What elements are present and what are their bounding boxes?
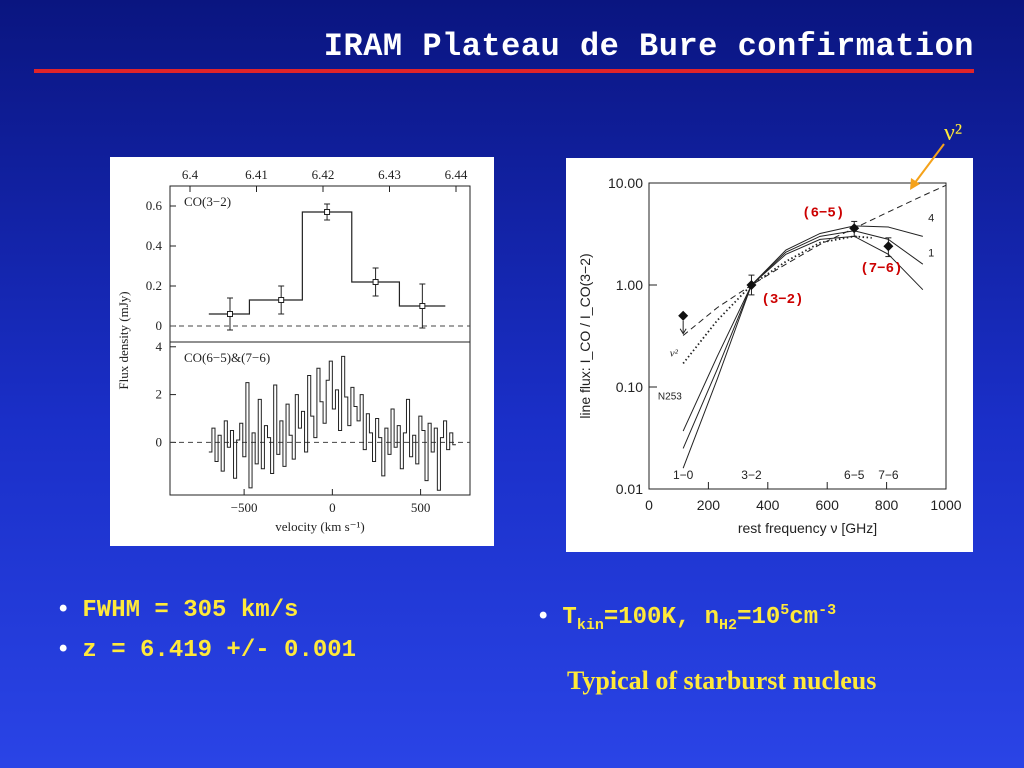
sled-model-curve: [682, 184, 947, 336]
top-axis-tick-label: 6.4: [182, 167, 199, 182]
sled-point-label: (7−6): [860, 261, 902, 277]
freq-tick-label: 400: [756, 497, 780, 513]
top-axis-tick-label: 6.43: [378, 167, 401, 182]
bullet-conditions: • Tkin=100K, nH2=105cm-3: [536, 602, 837, 634]
bottom-panel-frame: [169, 341, 471, 496]
co65-76-ytick-label: 4: [156, 339, 163, 354]
co32-data-point: [372, 279, 379, 285]
left-bullets: • FWHM = 305 km/s • z = 6.419 +/- 0.001: [56, 597, 356, 677]
bullet-fwhm: • FWHM = 305 km/s: [56, 597, 299, 624]
sled-model-curve: [682, 230, 924, 449]
co32-data-point: [278, 297, 285, 303]
co32-data-point: [324, 209, 331, 215]
top-axis-tick-label: 6.41: [245, 167, 268, 182]
starburst-caption: Typical of starburst nucleus: [567, 666, 877, 695]
transition-label: 7−6: [878, 468, 899, 482]
transition-label: 3−2: [741, 468, 762, 482]
sled-point-label: (6−5): [802, 205, 844, 221]
top-axis-tick-label: 6.42: [312, 167, 335, 182]
co-sled-plot: 0 200 400 600 800 1000 0.01 0.10 1.00 10.00 rest f…: [577, 175, 962, 536]
co32-data-point: [419, 303, 426, 309]
co32-ytick-label: 0.4: [146, 238, 163, 253]
upper-limit-arrowhead: [679, 328, 687, 335]
freq-tick-label: 1000: [930, 497, 961, 513]
model-label-nu2: ν²: [670, 347, 679, 359]
velocity-tick-label: 0: [329, 500, 336, 515]
flux-tick-label: 1.00: [616, 277, 643, 293]
freq-axis-title: rest frequency ν [GHz]: [738, 520, 877, 536]
co65-76-ytick-label: 0: [156, 434, 163, 449]
velocity-tick-label: 500: [411, 500, 431, 515]
top-axis-tick-label: 6.44: [445, 167, 468, 182]
lineflux-axis-title: line flux: I_CO / I_CO(3−2): [577, 253, 593, 418]
freq-tick-label: 800: [875, 497, 899, 513]
slide-title: IRAM Plateau de Bure confirmation: [323, 28, 974, 65]
model-label-n253: N253: [658, 392, 682, 403]
model-label-1: 1: [928, 248, 934, 260]
transition-label: 6−5: [844, 468, 865, 482]
sled-model-curve: [682, 235, 924, 432]
co65-76-ytick-label: 2: [156, 387, 163, 402]
velocity-tick-label: −500: [231, 500, 258, 515]
flux-tick-label: 0.10: [616, 379, 643, 395]
nu2-annotation: ν²: [944, 120, 963, 146]
title-divider: [34, 69, 974, 73]
upper-limit-point: [678, 310, 689, 321]
co-sled-figure: 0 200 400 600 800 1000 0.01 0.10 1.00 10.00 rest f…: [566, 158, 973, 552]
velocity-axis-title: velocity (km s⁻¹): [275, 519, 364, 534]
right-bullets: • Tkin=100K, nH2=105cm-3: [536, 602, 836, 642]
bullet-redshift: • z = 6.419 +/- 0.001: [56, 637, 357, 664]
sled-data-point: [883, 241, 894, 252]
co32-label: CO(3−2): [184, 194, 231, 209]
sled-model-curve: [682, 225, 923, 469]
sled-frame: [648, 182, 947, 490]
co65-76-spectrum: [208, 355, 456, 491]
co32-ytick-label: 0.6: [146, 198, 163, 213]
co65-76-label: CO(6−5)&(7−6): [184, 350, 270, 365]
sled-data-point: [849, 223, 860, 234]
model-label-4: 4: [928, 212, 934, 224]
flux-tick-label: 0.01: [616, 481, 643, 497]
co32-step-histogram: [208, 211, 446, 315]
transition-label: 1−0: [673, 468, 694, 482]
flux-axis-title: Flux density (mJy): [116, 291, 131, 389]
co-spectra-figure: 6.4 6.41 6.42 6.43 6.44 −500 0 500 velocity (km …: [110, 157, 494, 546]
freq-tick-label: 200: [697, 497, 721, 513]
freq-tick-label: 600: [816, 497, 840, 513]
freq-tick-label: 0: [645, 497, 653, 513]
sled-point-label: (3−2): [761, 292, 803, 308]
co32-ytick-label: 0: [156, 318, 163, 333]
co-spectra-plot: 6.4 6.41 6.42 6.43 6.44 −500 0 500 velocity (km …: [116, 167, 471, 534]
co32-data-point: [227, 311, 233, 317]
top-panel-frame: [169, 185, 471, 343]
flux-tick-label: 10.00: [608, 175, 643, 191]
sled-data-point: [746, 280, 757, 290]
co32-ytick-label: 0.2: [146, 278, 162, 293]
